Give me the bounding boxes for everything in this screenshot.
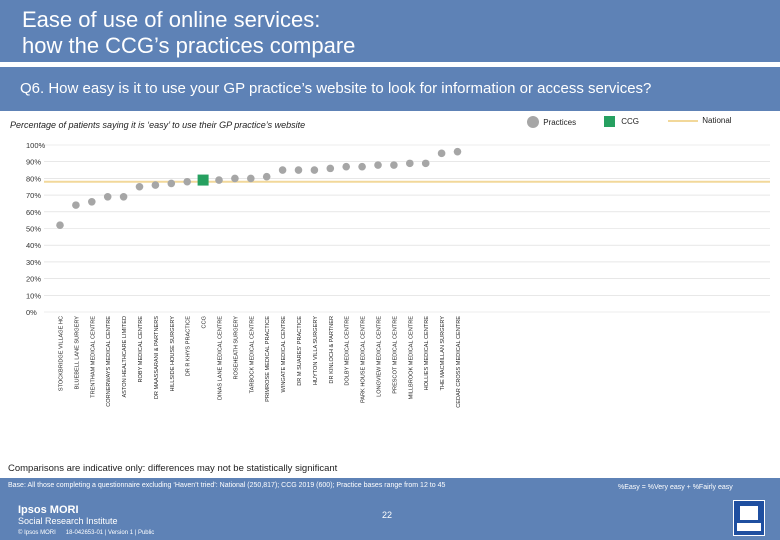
practice-marker — [437, 149, 446, 158]
x-category-label: HILLSIDE HOUSE SURGERY — [170, 316, 176, 392]
footer-banner — [0, 478, 780, 540]
practice-marker — [421, 159, 430, 168]
y-tick-label: 50% — [26, 225, 41, 234]
practice-marker — [215, 176, 223, 184]
y-tick-label: 40% — [26, 241, 41, 250]
legend-national-line-icon — [668, 119, 698, 122]
legend-practice-marker-icon — [527, 116, 539, 128]
x-category-label: CORNERWAYS MEDICAL CENTRE — [106, 316, 112, 407]
footer-copyright: © Ipsos MORI — [18, 530, 56, 536]
practice-marker — [167, 179, 176, 188]
practice-marker — [453, 147, 462, 156]
x-category-label: THE MACMILLAN SURGERY — [440, 316, 446, 391]
x-category-label: ROSEHEATH SURGERY — [233, 316, 239, 380]
y-tick-label: 20% — [26, 275, 41, 284]
y-tick-label: 80% — [26, 174, 41, 183]
legend-national-label: National — [702, 116, 732, 126]
page-number: 22 — [382, 510, 393, 520]
question-banner: Q6. How easy is it to use your GP practi… — [0, 67, 780, 111]
x-category-label: CEDAR CROSS MEDICAL CENTRE — [456, 316, 462, 408]
ipsos-logo: Ipsos MORI Social Research Institute — [18, 505, 118, 527]
practice-marker — [103, 192, 112, 201]
legend-ccg-marker-icon — [604, 116, 615, 127]
x-category-label: MILLBROOK MEDICAL CENTRE — [408, 316, 414, 400]
x-category-label: STOCKBRIDGE VILLAGE HC — [59, 316, 65, 391]
y-tick-label: 70% — [26, 191, 41, 200]
x-category-label: DR M SUARES' PRACTICE — [297, 316, 303, 386]
logo-institute: Social Research Institute — [18, 516, 118, 526]
x-category-label: DR KINLOCH & PARTNER — [329, 316, 335, 384]
base-note: Base: All those completing a questionnai… — [8, 482, 446, 489]
x-category-label: DOLBY MEDICAL CENTRE — [345, 316, 351, 386]
x-category-label: PARK HOUSE MEDICAL CENTRE — [361, 316, 367, 403]
comparison-note: Comparisons are indicative only: differe… — [8, 463, 338, 474]
x-category-label: HUYTON VILLA SURGERY — [313, 316, 319, 385]
x-category-label: BLUEBELL LANE SURGERY — [74, 316, 80, 390]
legend-practices-label: Practices — [543, 117, 577, 127]
practice-marker — [247, 174, 255, 183]
practice-marker — [231, 174, 239, 183]
question-text: Q6. How easy is it to use your GP practi… — [20, 80, 652, 97]
legend-ccg-label: CCG — [621, 117, 640, 126]
practice-marker — [88, 197, 96, 206]
x-category-label: DR R KHYS PRACTICE — [186, 316, 192, 377]
x-category-label: PRIMROSE MEDICAL PRACTICE — [265, 316, 271, 402]
x-category-label: TRENTHAM MEDICAL CENTRE — [90, 316, 96, 398]
practice-marker — [262, 172, 271, 181]
practice-marker — [358, 162, 366, 171]
x-category-label: CCG — [202, 316, 208, 328]
x-category-label: DINAS LANE MEDICAL CENTRE — [218, 316, 224, 400]
ipsos-emblem-icon — [733, 500, 765, 536]
footer-job-number: 18-042653-01 | Version 1 | Public — [65, 530, 155, 536]
x-category-label: HOLLIES MEDICAL CENTRE — [424, 316, 430, 391]
easy-definition-note: %Easy = %Very easy + %Fairly easy — [618, 484, 733, 491]
y-tick-label: 10% — [26, 291, 41, 300]
practice-marker — [294, 166, 303, 174]
x-category-label: WINGATE MEDICAL CENTRE — [281, 316, 287, 393]
y-tick-label: 100% — [26, 141, 46, 150]
practice-marker — [374, 161, 382, 169]
practice-marker — [278, 166, 287, 174]
x-category-label: PRESCOT MEDICAL CENTRE — [392, 316, 398, 394]
title-banner: Ease of use of online services: how the … — [0, 0, 780, 62]
legend-practices: Practices — [527, 116, 576, 132]
ccg-marker — [197, 174, 209, 186]
practice-marker — [135, 182, 144, 191]
practice-marker — [310, 166, 319, 174]
practice-marker — [183, 177, 191, 186]
page-title-line-1: Ease of use of online services: — [22, 7, 321, 32]
practice-marker — [390, 161, 398, 169]
y-tick-label: 30% — [26, 258, 41, 267]
chart-subtitle: Percentage of patients saying it is ‘eas… — [10, 120, 306, 130]
x-category-label: TARBOCK MEDICAL CENTRE — [249, 316, 255, 394]
x-category-label: DR MAASSARANI & PARTNERS — [154, 316, 160, 399]
y-tick-label: 0% — [26, 308, 37, 317]
page-title-line-2: how the CCG’s practices compare — [22, 33, 356, 58]
practice-marker — [406, 159, 414, 168]
practice-marker — [119, 192, 128, 201]
footer-meta: © Ipsos MORI 18-042653-01 | Version 1 | … — [18, 530, 154, 536]
practice-marker — [72, 201, 80, 209]
legend-ccg: CCG — [604, 116, 639, 132]
practice-marker — [151, 181, 160, 189]
y-tick-label: 90% — [26, 158, 41, 167]
practice-marker — [326, 164, 335, 173]
practice-comparison-chart: 0% 10% 20% 30% 40% 50% 60% 70% 80% 90% 100% STOCKBR… — [26, 141, 770, 408]
legend-national: National — [668, 116, 732, 132]
practice-marker — [342, 162, 351, 171]
x-category-label: LONGVIEW MEDICAL CENTRE — [377, 316, 383, 397]
practice-marker — [56, 221, 64, 229]
x-category-label: ASTON HEALTHCARE LIMITED — [122, 316, 128, 398]
x-category-label: ROBY MEDICAL CENTRE — [138, 316, 144, 383]
y-tick-label: 60% — [26, 208, 41, 217]
logo-brand: Ipsos MORI — [18, 504, 79, 516]
